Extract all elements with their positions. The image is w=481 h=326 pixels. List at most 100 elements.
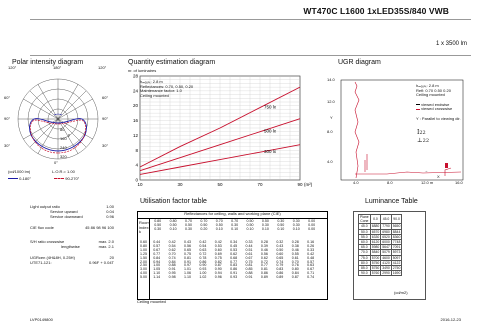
uf-cell: 0.91 xyxy=(168,267,176,272)
header-divider-bottom xyxy=(30,55,471,56)
luminance-cell: 55.0 xyxy=(358,233,371,241)
uf-cell: 0.56 xyxy=(260,251,268,256)
luminance-cell: 3490 xyxy=(380,265,392,272)
luminance-row: 45.0 6880 7790 5650 xyxy=(358,223,403,230)
luminance-row: 50.0 6570 6980 8844 xyxy=(358,228,403,235)
y-tick-label: 24 xyxy=(133,88,139,93)
spec-label: S/H ratio crosswise xyxy=(30,239,65,244)
ugr-ylabel: Y xyxy=(330,115,333,120)
uf-reflectance-rows: 0.80 0.80 0.70 0.70 0.70 0.70 0.50 0.50 0.30 0.30… xyxy=(150,219,319,232)
spec-value: 20 xyxy=(109,255,114,260)
uf-room-index: 1.00 xyxy=(140,247,147,252)
spec-label: CIE flux code xyxy=(30,225,54,230)
luminance-cell: 1690 xyxy=(390,270,403,277)
uf-cell: 0.57 xyxy=(153,243,161,248)
uf-reflectance-cell: 0.30 xyxy=(154,226,162,231)
uf-cell: 0.42 xyxy=(199,240,207,244)
quantity-info-line: Ceiling mounted xyxy=(140,92,169,98)
ugr-marker-1-label: 22 xyxy=(419,130,426,136)
endwise-label: viewed endwise xyxy=(421,101,450,107)
spec-row: UTE71-121: 0.96F + 0.04T xyxy=(30,260,114,266)
uf-reflectance-cell: 0.10 xyxy=(231,226,239,231)
uf-reflectance-cell: 0.50 xyxy=(215,222,223,227)
uf-reflectance-cell: 0.70 xyxy=(200,219,208,223)
uf-room-index: 0.60 xyxy=(140,240,147,244)
luminance-cell: 5750 xyxy=(369,265,382,272)
uf-cell: 0.84 xyxy=(291,271,299,276)
uf-title: Utilisation factor table xyxy=(140,198,207,205)
quantity-info: hₘₒᵤₙₜ: 2.8 m Reflectances: 0.70, 0.50, … xyxy=(140,79,193,98)
spec-row: Service upward 0.04 xyxy=(30,209,114,215)
ugr-x-arrow: → xyxy=(424,168,428,173)
uf-cell: 0.93 xyxy=(230,275,238,280)
uf-cell: 0.86 xyxy=(230,267,238,272)
polar-ring-label-160: 160 xyxy=(60,136,67,141)
crosswise-label: viewed crosswise xyxy=(421,106,453,112)
luminance-cell: 6880 xyxy=(369,223,382,230)
uf-row: 1.00 0.67 0.62 0.65 0.63 0.60 0.53 0.51 0.46 0.50… xyxy=(138,247,318,253)
uf-reflectance-cell: 0.20 xyxy=(200,226,208,231)
uf-reflectance-cell: 0.10 xyxy=(215,226,223,231)
polar-angle-top-left: 120° xyxy=(8,65,17,70)
uf-cell: 0.42 xyxy=(214,240,222,244)
luminance-cell: 5973 xyxy=(390,249,403,256)
luminance-header-cell: Plane Cone xyxy=(358,213,371,225)
ugr-legend-crosswise: viewed crosswise xyxy=(416,107,464,112)
luminance-cell: 5650 xyxy=(390,223,403,230)
uf-cell: 0.90 xyxy=(214,267,222,272)
x-tick-label: 30 xyxy=(177,182,183,187)
uf-reflectance-row: 0.80 0.80 0.70 0.70 0.70 0.70 0.50 0.50 0.30 0.30… xyxy=(150,219,319,224)
spec-value: 0.04 xyxy=(106,209,114,214)
uf-room-index: 2.50 xyxy=(140,263,147,268)
crosswise-swatch xyxy=(416,108,420,110)
luminance-cell: 6980 xyxy=(380,228,392,235)
ugr-values-block: UGRcen (4H&8H, 0.25H) 20 UTE71-121: 0.96F … xyxy=(30,255,114,266)
spec-row: S/H ratio crosswise max. 2.0 xyxy=(30,239,114,245)
luminance-cell: 45.0 xyxy=(358,223,371,230)
uf-cell: 0.87 xyxy=(214,263,222,268)
quantity-info-line: hₘₒᵤₙₜ: 2.8 m xyxy=(140,79,163,84)
y-tick-label: 12 xyxy=(133,133,139,138)
ugr-legend-endwise: viewed endwise xyxy=(416,101,464,108)
luminance-cell: 4120 xyxy=(380,259,392,267)
uf-reflectance-cell: 0.10 xyxy=(246,226,254,231)
luminance-row: 80.0 5750 4120 4122 xyxy=(358,259,403,267)
uf-cell: 1.05 xyxy=(153,267,161,272)
uf-reflectance-cell: 0.70 xyxy=(231,219,239,223)
uf-cell: 0.98 xyxy=(168,275,176,280)
uf-table-head: Reflectances for ceiling, walls and work… xyxy=(138,211,327,219)
luminance-header-cell: 45.0 xyxy=(380,213,392,225)
uf-cell: 0.74 xyxy=(307,275,315,280)
luminance-cell: 2750 xyxy=(390,265,403,272)
uf-cell: 0.75 xyxy=(214,255,222,260)
room-index-word: k xyxy=(139,229,141,235)
quantity-chart-svg: 0 4 8 12 16 20 24 28 10 30 50 70 90 (m²) 300 lx 500 lx 7… xyxy=(133,74,313,188)
y-tick-label: 16 xyxy=(133,118,139,123)
uf-reflectance-cell: 0.10 xyxy=(261,226,269,231)
series-line-300-lx xyxy=(139,144,301,175)
uf-cell: 0.62 xyxy=(168,247,176,252)
luminance-cell: 6120 xyxy=(369,238,382,246)
uf-cell: 0.51 xyxy=(245,247,253,252)
uf-reflectance-cell: 0.50 xyxy=(154,222,162,227)
uf-cell: 0.28 xyxy=(260,240,268,244)
uf-row: 0.60 0.44 0.42 0.43 0.42 0.42 0.34 0.33 0.28 0.32… xyxy=(138,240,318,245)
uf-cell: 0.79 xyxy=(276,263,284,268)
spec-label: Service downward xyxy=(50,214,83,219)
uf-room-index: 1.25 xyxy=(140,251,147,256)
uf-cell: 1.02 xyxy=(199,275,207,280)
quantity-chart: 0 4 8 12 16 20 24 28 10 30 50 70 90 (m²) 300 lx 500 lx 7… xyxy=(128,72,314,194)
luminance-cell: 5980 xyxy=(369,244,382,251)
uf-cell: 0.80 xyxy=(291,267,299,272)
uf-cell: 0.67 xyxy=(153,247,161,252)
polar-ring-label-320: 320 xyxy=(60,154,67,159)
uf-reflectance-cell: 0.30 xyxy=(231,222,239,227)
luminance-cell: 7790 xyxy=(380,223,392,230)
luminance-cell: 2990 xyxy=(380,270,392,277)
luminance-row: 90.0 5760 2990 1690 xyxy=(358,270,403,277)
uf-cell: 0.77 xyxy=(230,259,238,264)
uf-cell: 0.53 xyxy=(230,247,238,252)
uf-cell: 0.70 xyxy=(291,259,299,264)
uf-cell: 0.42 xyxy=(307,251,315,256)
